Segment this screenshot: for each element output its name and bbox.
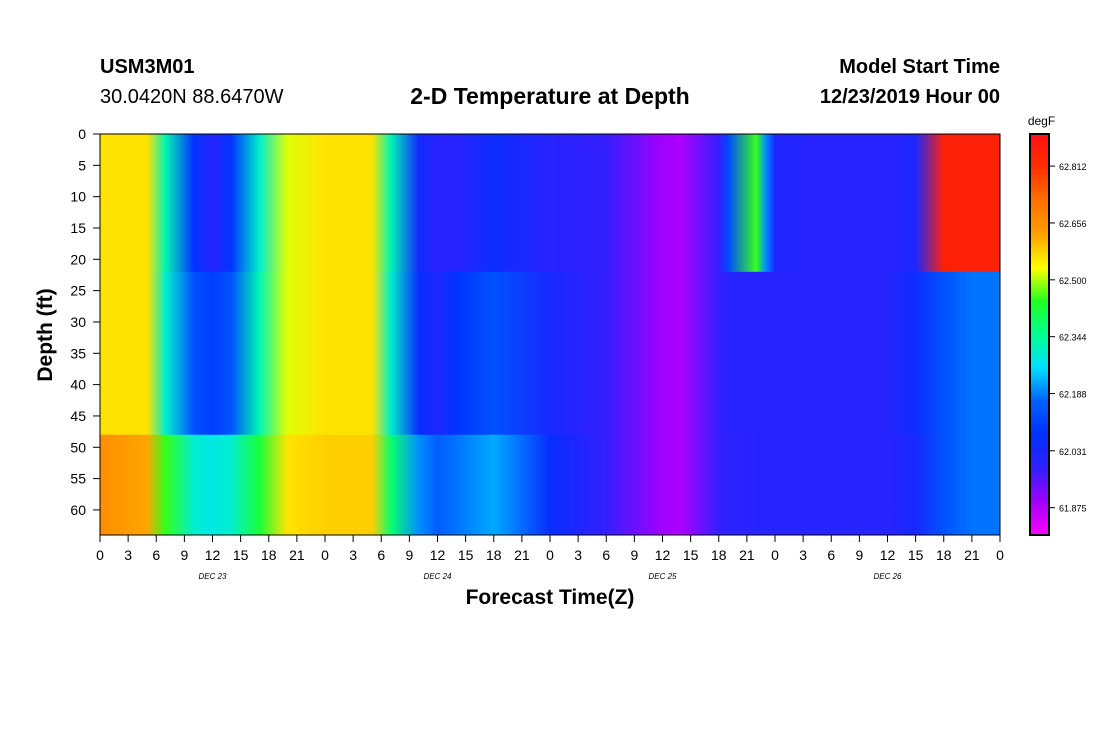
x-tick-label: 9	[405, 547, 413, 563]
x-tick-label: 0	[996, 547, 1004, 563]
x-tick-label: 15	[233, 547, 249, 563]
model-start-value: 12/23/2019 Hour 00	[819, 86, 1000, 108]
y-tick-label: 50	[70, 439, 86, 455]
heatmap-band-1	[100, 134, 1000, 273]
y-axis: 0 5 10 15 20 25 30 35 40 45 50 55 60	[70, 126, 100, 518]
x-tick-label: 12	[880, 547, 896, 563]
y-axis-label: Depth (ft)	[34, 288, 57, 381]
y-tick-label: 55	[70, 471, 86, 487]
x-tick-label: 3	[124, 547, 132, 563]
colorbar-tick-label: 62.344	[1059, 333, 1087, 343]
x-tick-label: 9	[180, 547, 188, 563]
day-label: DEC 26	[873, 572, 902, 581]
colorbar-tick-label: 62.500	[1059, 276, 1087, 286]
y-tick-label: 25	[70, 283, 86, 299]
x-tick-label: 12	[205, 547, 221, 563]
x-tick-label: 0	[96, 547, 104, 563]
x-tick-label: 21	[739, 547, 755, 563]
x-tick-label: 21	[289, 547, 305, 563]
x-tick-label: 3	[574, 547, 582, 563]
y-tick-label: 10	[70, 189, 86, 205]
x-tick-label: 3	[799, 547, 807, 563]
y-tick-label: 15	[70, 220, 86, 236]
station-coordinates: 30.0420N 88.6470W	[100, 86, 284, 108]
y-tick-label: 35	[70, 345, 86, 361]
x-tick-label: 15	[683, 547, 699, 563]
colorbar-gradient	[1029, 133, 1050, 536]
x-tick-label: 3	[349, 547, 357, 563]
y-tick-label: 60	[70, 502, 86, 518]
day-label: DEC 25	[648, 572, 677, 581]
heatmap-band-2	[100, 271, 1000, 436]
x-tick-label: 9	[630, 547, 638, 563]
y-tick-label: 45	[70, 408, 86, 424]
y-tick-label: 40	[70, 377, 86, 393]
x-tick-label: 15	[458, 547, 474, 563]
x-tick-label: 18	[486, 547, 502, 563]
x-tick-label: 21	[514, 547, 530, 563]
day-label: DEC 23	[198, 572, 227, 581]
x-tick-label: 6	[602, 547, 610, 563]
x-tick-label: 21	[964, 547, 980, 563]
y-tick-label: 30	[70, 314, 86, 330]
colorbar-tick-label: 62.656	[1059, 219, 1087, 229]
x-tick-label: 6	[827, 547, 835, 563]
model-start-label: Model Start Time	[839, 56, 1000, 78]
x-tick-label: 6	[377, 547, 385, 563]
y-tick-label: 5	[78, 157, 86, 173]
heatmap	[100, 134, 1000, 535]
day-label: DEC 24	[423, 572, 452, 581]
x-tick-label: 0	[321, 547, 329, 563]
colorbar-units: degF	[1028, 114, 1055, 128]
heatmap-band-3	[100, 434, 1000, 535]
y-tick-label: 0	[78, 126, 86, 142]
colorbar-tick-label: 62.188	[1059, 390, 1087, 400]
x-tick-label: 0	[546, 547, 554, 563]
x-axis-label: Forecast Time(Z)	[466, 586, 635, 609]
x-tick-label: 15	[908, 547, 924, 563]
x-tick-label: 12	[655, 547, 671, 563]
colorbar: 62.812 62.656 62.500 62.344 62.188 62.031 61.8…	[1028, 114, 1087, 536]
chart-title: 2-D Temperature at Depth	[410, 83, 690, 109]
colorbar-tick-label: 61.875	[1059, 504, 1087, 514]
x-tick-label: 18	[936, 547, 952, 563]
x-tick-label: 18	[261, 547, 277, 563]
station-id: USM3M01	[100, 56, 195, 78]
x-tick-label: 6	[152, 547, 160, 563]
x-tick-label: 18	[711, 547, 727, 563]
x-tick-label: 12	[430, 547, 446, 563]
x-tick-label: 0	[771, 547, 779, 563]
x-tick-label: 9	[855, 547, 863, 563]
colorbar-tick-label: 62.031	[1059, 447, 1087, 457]
y-tick-label: 20	[70, 251, 86, 267]
colorbar-tick-label: 62.812	[1059, 162, 1087, 172]
x-axis: 0 3 6 9 12 15 18 21 0 3 6 9 12 15 18 21 0 3 6 9 12 15 18 21 0 3 6 9…	[96, 535, 1004, 581]
